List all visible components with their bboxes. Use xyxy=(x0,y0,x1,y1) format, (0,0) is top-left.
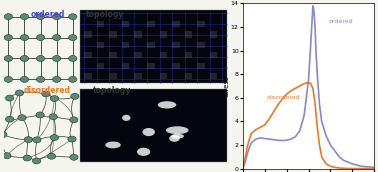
FancyBboxPatch shape xyxy=(109,73,117,79)
Circle shape xyxy=(71,93,79,99)
Circle shape xyxy=(33,137,41,143)
Text: ordered: ordered xyxy=(328,19,353,24)
Circle shape xyxy=(53,14,61,20)
Circle shape xyxy=(36,56,45,61)
FancyBboxPatch shape xyxy=(84,31,92,37)
Circle shape xyxy=(68,136,76,142)
Circle shape xyxy=(20,56,29,61)
Text: disordered: disordered xyxy=(267,95,301,100)
FancyBboxPatch shape xyxy=(210,73,217,79)
FancyBboxPatch shape xyxy=(184,73,192,79)
Circle shape xyxy=(0,132,7,138)
Circle shape xyxy=(18,115,26,121)
Ellipse shape xyxy=(137,148,150,156)
FancyBboxPatch shape xyxy=(97,42,104,48)
Circle shape xyxy=(36,112,44,118)
Ellipse shape xyxy=(171,134,184,139)
Ellipse shape xyxy=(122,115,130,121)
Ellipse shape xyxy=(166,126,189,134)
Circle shape xyxy=(42,91,50,97)
FancyBboxPatch shape xyxy=(210,31,217,37)
FancyBboxPatch shape xyxy=(135,73,142,79)
Circle shape xyxy=(4,76,12,82)
FancyBboxPatch shape xyxy=(147,42,155,48)
Circle shape xyxy=(3,153,11,159)
Circle shape xyxy=(4,35,12,41)
Circle shape xyxy=(53,56,61,61)
Circle shape xyxy=(4,14,12,20)
Circle shape xyxy=(69,14,77,20)
Circle shape xyxy=(36,14,45,20)
Circle shape xyxy=(5,95,14,101)
Circle shape xyxy=(69,35,77,41)
Circle shape xyxy=(4,56,12,61)
Circle shape xyxy=(50,96,59,101)
Circle shape xyxy=(69,56,77,61)
Circle shape xyxy=(20,14,29,20)
Circle shape xyxy=(53,76,61,82)
Ellipse shape xyxy=(143,128,155,136)
FancyBboxPatch shape xyxy=(147,21,155,27)
Text: disordered: disordered xyxy=(24,86,71,95)
Circle shape xyxy=(24,137,33,143)
FancyBboxPatch shape xyxy=(109,52,117,58)
FancyBboxPatch shape xyxy=(84,52,92,58)
FancyBboxPatch shape xyxy=(122,42,129,48)
FancyBboxPatch shape xyxy=(80,89,227,162)
FancyBboxPatch shape xyxy=(184,31,192,37)
Circle shape xyxy=(20,35,29,41)
FancyBboxPatch shape xyxy=(109,31,117,37)
Circle shape xyxy=(53,35,61,41)
FancyBboxPatch shape xyxy=(184,52,192,58)
Ellipse shape xyxy=(105,142,121,148)
FancyBboxPatch shape xyxy=(122,21,129,27)
FancyBboxPatch shape xyxy=(147,63,155,69)
FancyBboxPatch shape xyxy=(210,52,217,58)
Ellipse shape xyxy=(158,101,176,109)
FancyBboxPatch shape xyxy=(160,31,167,37)
Circle shape xyxy=(23,155,31,161)
Text: topology: topology xyxy=(86,10,124,19)
FancyBboxPatch shape xyxy=(97,21,104,27)
Circle shape xyxy=(36,35,45,41)
Ellipse shape xyxy=(169,135,180,142)
FancyBboxPatch shape xyxy=(80,10,227,83)
Circle shape xyxy=(70,154,78,160)
FancyBboxPatch shape xyxy=(84,73,92,79)
FancyBboxPatch shape xyxy=(160,52,167,58)
FancyBboxPatch shape xyxy=(197,21,205,27)
FancyBboxPatch shape xyxy=(197,42,205,48)
Circle shape xyxy=(20,76,29,82)
FancyBboxPatch shape xyxy=(122,63,129,69)
Circle shape xyxy=(6,116,14,122)
FancyBboxPatch shape xyxy=(97,63,104,69)
Circle shape xyxy=(49,114,57,120)
Circle shape xyxy=(36,76,45,82)
FancyBboxPatch shape xyxy=(197,63,205,69)
Circle shape xyxy=(15,90,23,96)
Circle shape xyxy=(70,117,78,123)
FancyBboxPatch shape xyxy=(172,21,180,27)
Circle shape xyxy=(48,153,56,159)
Y-axis label: stress: stress xyxy=(223,76,229,96)
Circle shape xyxy=(33,158,41,164)
Circle shape xyxy=(50,135,59,141)
FancyBboxPatch shape xyxy=(160,73,167,79)
FancyBboxPatch shape xyxy=(172,42,180,48)
FancyBboxPatch shape xyxy=(172,63,180,69)
FancyBboxPatch shape xyxy=(135,31,142,37)
Text: topology: topology xyxy=(93,86,131,95)
Text: ordered: ordered xyxy=(30,10,65,19)
FancyBboxPatch shape xyxy=(135,52,142,58)
Circle shape xyxy=(69,76,77,82)
